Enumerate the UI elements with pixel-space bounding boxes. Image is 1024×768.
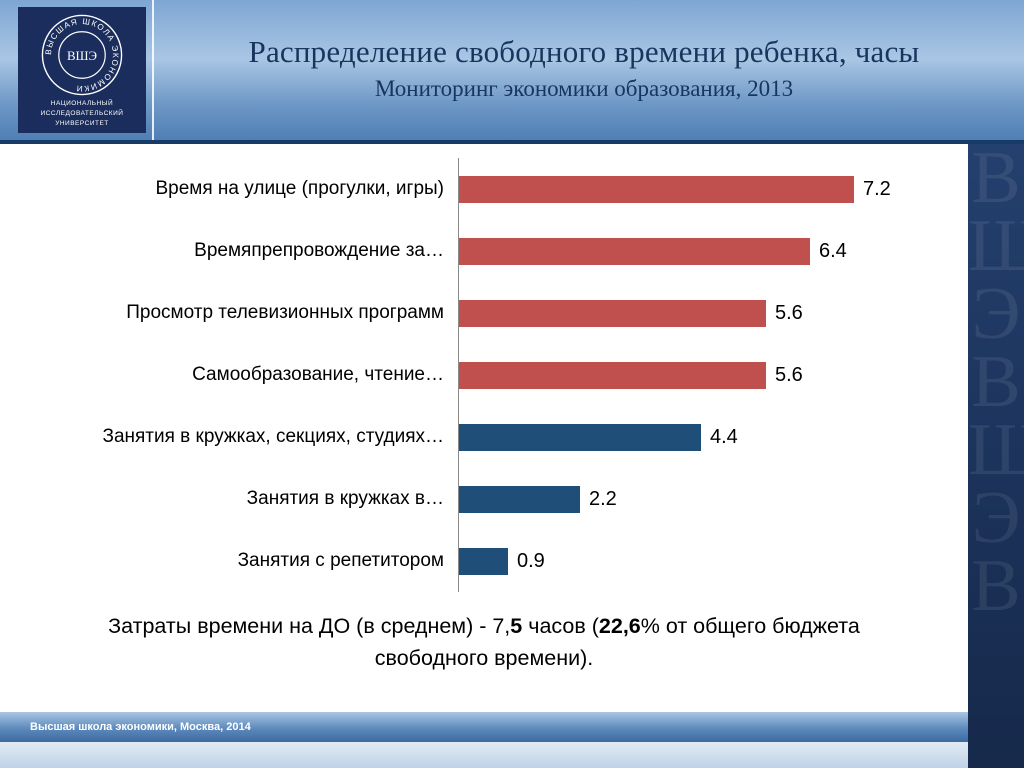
slide-header: ВЫСШАЯ ШКОЛА ЭКОНОМИКИ ВШЭ НАЦИОНАЛЬНЫЙ … (0, 0, 1024, 144)
bar-chart: Время на улице (прогулки, игры) 7.2 Времяп… (0, 150, 968, 592)
bar-track: 2.2 (458, 468, 968, 530)
bar (459, 361, 766, 389)
value-label: 4.4 (710, 425, 738, 448)
summary-part: Затраты времени на ДО (в среднем) - 7, (108, 614, 511, 638)
category-label: Занятия в кружках в… (246, 488, 444, 509)
summary-bold: 22,6 (598, 614, 641, 638)
category-label: Самообразование, чтение… (192, 364, 444, 385)
bar (459, 299, 766, 327)
bar-track: 0.9 (458, 530, 968, 592)
footer-text: Высшая школа экономики, Москва, 2014 (30, 721, 251, 733)
chart-row: Занятия в кружках в… 2.2 (0, 468, 968, 530)
value-label: 0.9 (517, 549, 545, 572)
bar-track: 6.4 (458, 220, 968, 282)
bottom-strip (0, 742, 1024, 768)
summary-part: % от общего бюджета свободного времени). (374, 614, 860, 671)
hse-logo: ВЫСШАЯ ШКОЛА ЭКОНОМИКИ ВШЭ НАЦИОНАЛЬНЫЙ … (18, 7, 146, 133)
watermark-letter: Ш (968, 409, 1024, 492)
header-divider (152, 0, 154, 140)
category-label: Времяпрепровождение за… (194, 240, 444, 261)
logo-monogram: ВШЭ (67, 49, 97, 63)
summary-bold: 5 (510, 614, 523, 638)
slide-footer: Высшая школа экономики, Москва, 2014 (0, 712, 1024, 742)
value-label: 7.2 (863, 177, 891, 200)
watermark-letter: Э (971, 477, 1021, 560)
category-label: Просмотр телевизионных программ (126, 302, 444, 323)
bar-track: 4.4 (458, 406, 968, 468)
bar-track: 7.2 (458, 158, 968, 220)
value-label: 6.4 (819, 239, 847, 262)
chart-row: Занятия в кружках, секциях, студиях… 4.4 (0, 406, 968, 468)
watermark-letter: В (971, 341, 1021, 424)
chart-row: Самообразование, чтение… 5.6 (0, 344, 968, 406)
chart-row: Времяпрепровождение за… 6.4 (0, 220, 968, 282)
category-label: Занятия с репетитором (237, 550, 444, 571)
bar (459, 547, 508, 575)
logo-caption: НАЦИОНАЛЬНЫЙ ИССЛЕДОВАТЕЛЬСКИЙ УНИВЕРСИТ… (40, 100, 124, 127)
value-label: 2.2 (589, 487, 617, 510)
watermark-letter: В (971, 144, 1021, 219)
watermark-letter: Э (971, 273, 1021, 356)
chart-area: Время на улице (прогулки, игры) 7.2 Времяп… (0, 150, 968, 675)
bar (459, 423, 701, 451)
summary-text: Затраты времени на ДО (в среднем) - 7,5 … (84, 610, 884, 675)
bar (459, 485, 580, 513)
summary-part: часов ( (522, 614, 599, 638)
value-label: 5.6 (775, 301, 803, 324)
chart-row: Время на улице (прогулки, игры) 7.2 (0, 158, 968, 220)
slide-title: Распределение свободного времени ребенка… (248, 34, 920, 69)
watermark-letter: В (971, 545, 1021, 628)
chart-row: Просмотр телевизионных программ 5.6 (0, 282, 968, 344)
header-titles: Распределение свободного времени ребенка… (158, 34, 1010, 102)
value-label: 5.6 (775, 363, 803, 386)
bar (459, 175, 854, 203)
category-label: Занятия в кружках, секциях, студиях… (102, 426, 444, 447)
slide-subtitle: Мониторинг экономики образования, 2013 (374, 76, 794, 101)
watermark-letter: Ш (968, 205, 1024, 288)
hse-logo-emblem-icon: ВЫСШАЯ ШКОЛА ЭКОНОМИКИ ВШЭ (41, 14, 123, 96)
bar (459, 237, 810, 265)
bar-track: 5.6 (458, 282, 968, 344)
bar-track: 5.6 (458, 344, 968, 406)
chart-row: Занятия с репетитором 0.9 (0, 530, 968, 592)
category-label: Время на улице (прогулки, игры) (155, 178, 445, 199)
